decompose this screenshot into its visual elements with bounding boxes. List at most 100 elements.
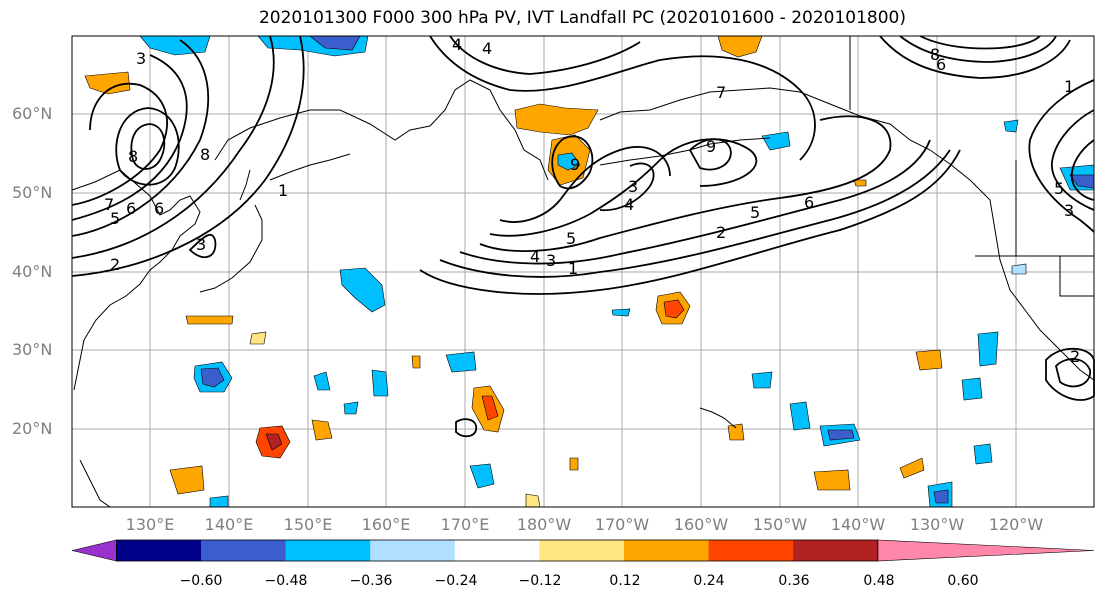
asia-coast — [71, 169, 201, 391]
contour-label: 2 — [716, 223, 726, 242]
contour-line — [688, 138, 732, 171]
contour-line — [449, 35, 641, 75]
colorbar-segment — [624, 540, 710, 561]
contour-label: 2 — [110, 255, 120, 274]
colorbar-tick-label: −0.24 — [434, 573, 478, 589]
contour-label: 9 — [570, 155, 580, 174]
na-coast — [989, 199, 1095, 381]
contour-line — [1055, 358, 1091, 388]
colorbar-segment — [708, 540, 794, 561]
contour-line — [551, 135, 594, 190]
lat-label: 50°N — [12, 183, 53, 202]
pv-patch — [185, 315, 234, 325]
contour-label: 7 — [104, 195, 114, 214]
lat-label: 40°N — [12, 262, 53, 281]
colorbar-segment — [793, 540, 879, 561]
pv-patch — [200, 367, 225, 388]
lon-label: 130°W — [909, 515, 965, 534]
contour-label: 5 — [750, 203, 760, 222]
lon-label: 150°E — [283, 515, 333, 534]
colorbar-arrow-high — [877, 539, 1095, 562]
contour-line — [71, 39, 210, 237]
contour-line — [1028, 79, 1095, 233]
contour-label: 4 — [452, 35, 462, 54]
contour-label: 8 — [200, 145, 210, 164]
alaska-coast — [599, 87, 991, 201]
contour-line — [455, 418, 478, 438]
pv-patch — [973, 443, 993, 465]
japan — [199, 204, 263, 293]
colorbar-tick-label: 0.60 — [947, 573, 979, 589]
colorbar-segment — [370, 540, 456, 561]
contour-labels: 3 4 8 6 4 1 7 8 7 5 6 2 3 9 3 4 5 6 5 4 … — [104, 35, 1080, 366]
pv-patch — [853, 179, 867, 187]
contour-line — [599, 162, 655, 212]
contour-label: 8 — [128, 147, 138, 166]
contour-line — [429, 35, 816, 161]
pv-patch — [525, 493, 541, 508]
lat-label: 60°N — [12, 104, 53, 123]
colorbar-tick-label: −0.36 — [349, 573, 393, 589]
pv-patch — [663, 299, 685, 319]
map-title: 2020101300 F000 300 hPa PV, IVT Landfall… — [258, 8, 906, 28]
contour-label: 8 — [930, 45, 940, 64]
colorbar-tick-label: 0.36 — [778, 573, 810, 589]
colorbar-arrow-low — [71, 539, 117, 562]
pv-patch — [249, 331, 267, 345]
pv-patch — [311, 419, 333, 441]
pv-patch — [339, 267, 386, 313]
contour-line — [419, 149, 961, 295]
contour-label: 6 — [804, 193, 814, 212]
pv-patch — [789, 401, 811, 431]
pv-patch — [411, 355, 421, 369]
contour-label: 6 — [126, 199, 136, 218]
pv-patch — [611, 308, 631, 317]
lon-label: 140°E — [204, 515, 254, 534]
colorbar-tick-label: 0.24 — [693, 573, 725, 589]
contour-label: 4 — [530, 247, 540, 266]
pv-patch — [751, 371, 773, 389]
lon-label: 120°W — [988, 515, 1044, 534]
kuril — [269, 153, 351, 181]
lon-label: 140°W — [830, 515, 886, 534]
contour-label: 3 — [1064, 201, 1074, 220]
colorbar-segment — [201, 540, 287, 561]
contour-label: 1 — [278, 181, 288, 200]
contour-label: 4 — [624, 195, 634, 214]
contour-label: 3 — [628, 177, 638, 196]
contour-label: 3 — [546, 251, 556, 270]
colorbar-outline — [116, 539, 879, 562]
pv-patch — [899, 457, 925, 479]
colorbar-segment — [539, 540, 625, 561]
contour-line — [71, 82, 168, 206]
contour-label: 3 — [196, 235, 206, 254]
contour-label: 6 — [936, 55, 946, 74]
colorbar-tick-label: 0.12 — [609, 573, 641, 589]
contour-label: 2 — [1070, 347, 1080, 366]
contour-line — [1051, 109, 1095, 211]
contour-line — [879, 35, 1071, 79]
pv-patch — [169, 465, 205, 495]
colorbar-tick-label: −0.12 — [518, 573, 562, 589]
lon-label: 130°E — [125, 515, 175, 534]
colorbar — [71, 539, 1095, 562]
lon-label: 180°W — [516, 515, 572, 534]
japan — [239, 169, 251, 201]
pv-patch — [84, 71, 131, 95]
pv-patch — [445, 351, 477, 373]
contour-label: 7 — [716, 83, 726, 102]
pv-patch — [1003, 119, 1019, 133]
contour-label: 4 — [482, 39, 492, 58]
contour-label: 1 — [568, 259, 578, 278]
contour-label: 6 — [154, 199, 164, 218]
contour-line — [130, 123, 166, 170]
na-border — [1059, 256, 1094, 297]
contour-line — [1070, 139, 1095, 201]
pv-patch — [569, 457, 579, 471]
pv-patch — [961, 377, 983, 401]
pv-patch — [813, 469, 851, 491]
contour-label: 1 — [1064, 77, 1074, 96]
colorbar-tick-label: 0.48 — [863, 573, 895, 589]
contour-line — [459, 139, 931, 265]
colorbar-tick-label: −0.48 — [264, 573, 308, 589]
